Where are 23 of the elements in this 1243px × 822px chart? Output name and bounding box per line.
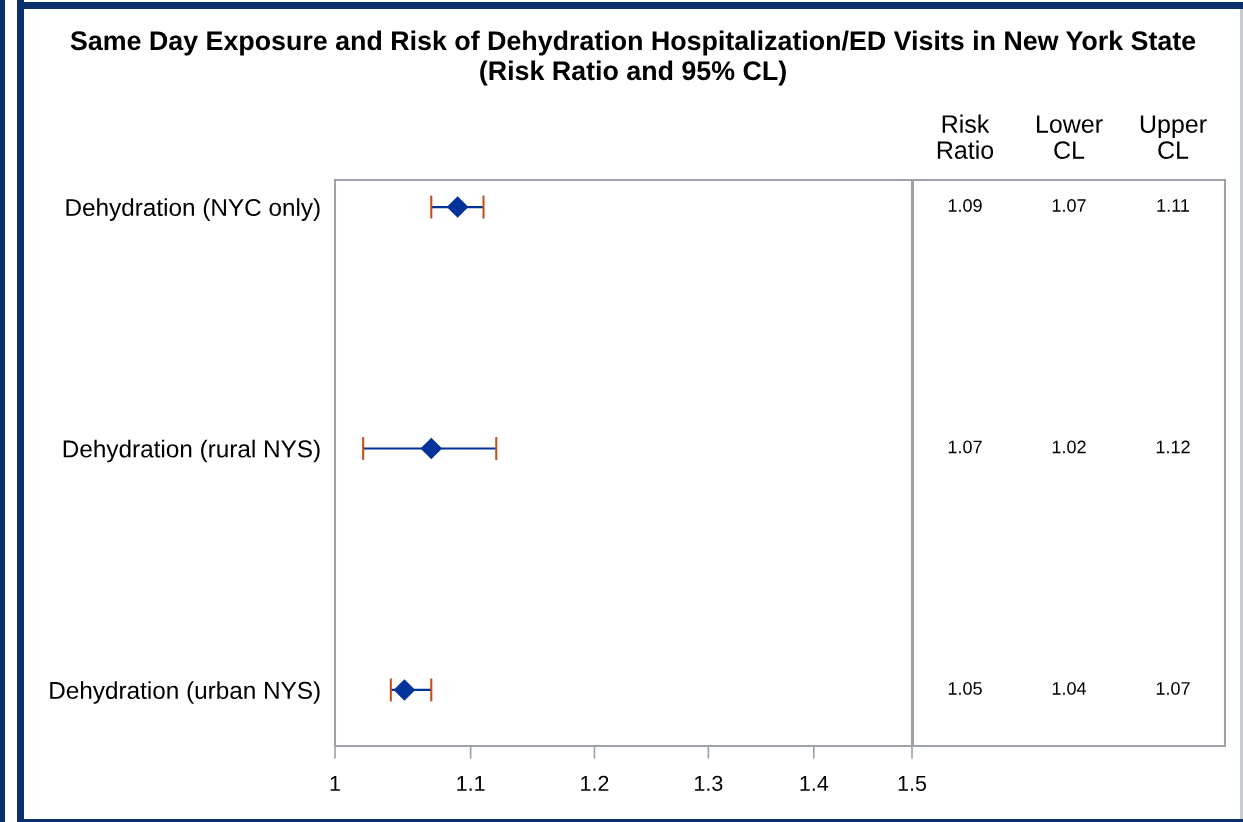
category-label: Risk Ratio	[937, 114, 994, 159]
x-tick-label: 1.4	[800, 775, 829, 791]
text: 1.07	[1156, 682, 1190, 695]
text: 1.12	[1156, 440, 1190, 454]
category-label: Upper CL	[1140, 115, 1207, 159]
chart-subtitle: (Risk Ratio and 95% CL)	[480, 60, 786, 86]
y-tick-label: Dehydration (urban NYS)	[50, 681, 320, 704]
text: 1.04	[1052, 682, 1087, 695]
y-tick-label: Dehydration (rural NYS)	[63, 439, 320, 463]
x-tick-label: 1	[330, 775, 340, 791]
text: 1.11	[1157, 199, 1190, 212]
y-tick-label: Dehydration (NYC only)	[66, 198, 320, 221]
x-tick-label: 1.3	[695, 775, 723, 791]
x-tick-label: 1.2	[581, 775, 609, 791]
text: 1.07	[948, 440, 982, 454]
text: 1.09	[948, 199, 982, 212]
chart-title: Same Day Exposure and Risk of Dehydration Hospitalization/ED Visits in New York State	[70, 30, 1196, 56]
text: 1.07	[1052, 199, 1086, 212]
text: 1.05	[948, 682, 982, 695]
x-tick-label: 1.5	[898, 775, 927, 791]
text: 1.02	[1052, 440, 1086, 454]
x-tick-label: 1.1	[457, 775, 485, 791]
category-label: Lower CL	[1037, 115, 1103, 159]
